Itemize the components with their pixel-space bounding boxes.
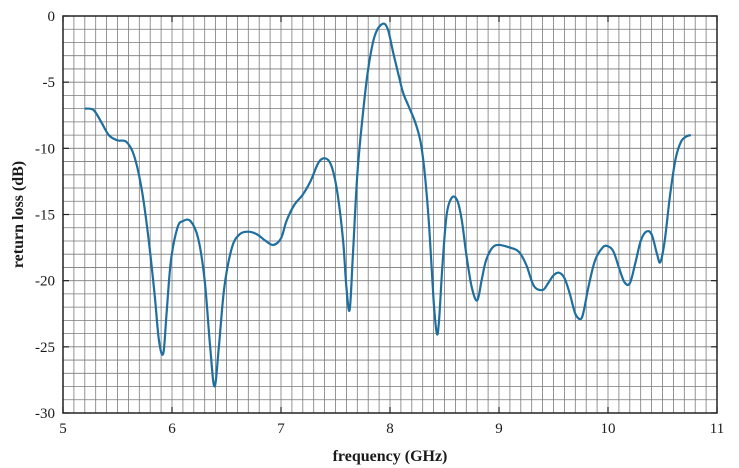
x-tick-label: 5 (59, 421, 67, 437)
grid (63, 16, 717, 413)
y-tick-label: -20 (35, 274, 55, 290)
x-tick-label: 10 (601, 421, 616, 437)
y-tick-label: -15 (35, 208, 55, 224)
tick-labels: 5 6 7 8 9 10 11 0 -5 -10 -15 -20 -25 -30 (35, 9, 724, 437)
axis-ticks (62, 15, 718, 414)
y-axis-label: return loss (dB) (10, 161, 27, 268)
x-tick-label: 7 (277, 421, 285, 437)
x-tick-label: 9 (495, 421, 503, 437)
x-tick-label: 8 (386, 421, 394, 437)
y-tick-label: -10 (35, 141, 55, 157)
y-tick-label: -5 (43, 75, 56, 91)
series-line (84, 22, 692, 388)
series-line-group (84, 22, 692, 388)
x-tick-label: 6 (168, 421, 176, 437)
x-tick-label: 11 (710, 421, 724, 437)
y-tick-label: -30 (35, 406, 55, 422)
x-axis-label: frequency (GHz) (333, 448, 448, 465)
y-tick-label: -25 (35, 340, 55, 356)
y-tick-label: 0 (48, 9, 56, 25)
